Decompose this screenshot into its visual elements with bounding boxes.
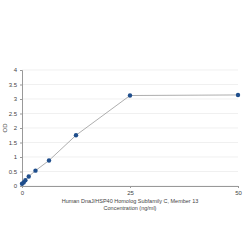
- x-tick-mark: [130, 186, 131, 188]
- y-tick: 2: [14, 125, 22, 131]
- y-tick-mark: [20, 157, 22, 158]
- grid-line: [22, 113, 238, 114]
- x-tick: 0: [21, 186, 25, 196]
- y-tick-mark: [20, 186, 22, 187]
- y-tick-mark: [20, 99, 22, 100]
- chart: 0 25 50 0 0.5 1 1.5 2 2.5 3 3.5 4 Human DnaJ/HSP40 H…: [0, 0, 250, 250]
- x-tick-label: 50: [235, 190, 242, 196]
- y-tick: 3.5: [9, 82, 22, 88]
- y-tick-label: 0: [14, 183, 18, 189]
- x-tick: 50: [235, 186, 242, 196]
- y-tick-label: 2.5: [9, 111, 18, 117]
- grid-line: [22, 142, 238, 143]
- y-tick-label: 2: [14, 125, 18, 131]
- y-tick: 0.5: [9, 169, 22, 175]
- y-axis-line: [20, 71, 23, 187]
- marker: [47, 158, 51, 162]
- series: [20, 93, 240, 186]
- grid: [22, 70, 238, 186]
- curve: [22, 95, 238, 184]
- grid-line: [22, 157, 238, 158]
- grid-line: [22, 171, 238, 172]
- y-axis-title: OD: [2, 123, 8, 133]
- y-tick: 2.5: [9, 111, 22, 117]
- y-tick-mark: [20, 70, 22, 71]
- grid-line: [22, 99, 238, 100]
- x-axis: 0 25 50: [21, 186, 243, 196]
- y-tick: 1: [14, 154, 22, 160]
- x-tick-mark: [238, 186, 239, 188]
- grid-line: [22, 128, 238, 129]
- y-tick-mark: [20, 114, 22, 115]
- marker: [23, 178, 27, 182]
- marker: [128, 93, 132, 97]
- y-tick-mark: [20, 85, 22, 86]
- x-tick-label: 25: [127, 190, 134, 196]
- y-tick-label: 3: [14, 96, 18, 102]
- y-axis: 0 0.5 1 1.5 2 2.5 3 3.5 4: [9, 67, 23, 189]
- y-tick-label: 3.5: [9, 82, 18, 88]
- x-tick: 25: [127, 186, 134, 196]
- marker: [27, 174, 31, 178]
- grid-line: [22, 70, 238, 71]
- marker: [33, 168, 37, 172]
- y-tick-label: 1: [14, 154, 18, 160]
- marker: [236, 93, 240, 97]
- y-tick-mark: [20, 172, 22, 173]
- plot: 0 25 50 0 0.5 1 1.5 2 2.5 3 3.5 4: [9, 67, 243, 195]
- grid-line: [22, 84, 238, 85]
- x-tick-label: 0: [21, 190, 25, 196]
- y-tick-mark: [20, 143, 22, 144]
- x-axis-line: [23, 187, 239, 189]
- y-tick: 3: [14, 96, 22, 102]
- y-tick: 4: [14, 67, 22, 73]
- x-axis-title: Human DnaJ/HSP40 Homolog Subfamily C, Me…: [62, 198, 199, 204]
- y-tick: 1.5: [9, 140, 22, 146]
- y-tick-label: 1.5: [9, 140, 18, 146]
- y-tick-label: 0.5: [9, 169, 18, 175]
- y-tick-label: 4: [14, 67, 18, 73]
- y-tick-mark: [20, 128, 22, 129]
- marker: [74, 133, 78, 137]
- x-axis-title: Concentration (ng/ml): [104, 205, 157, 211]
